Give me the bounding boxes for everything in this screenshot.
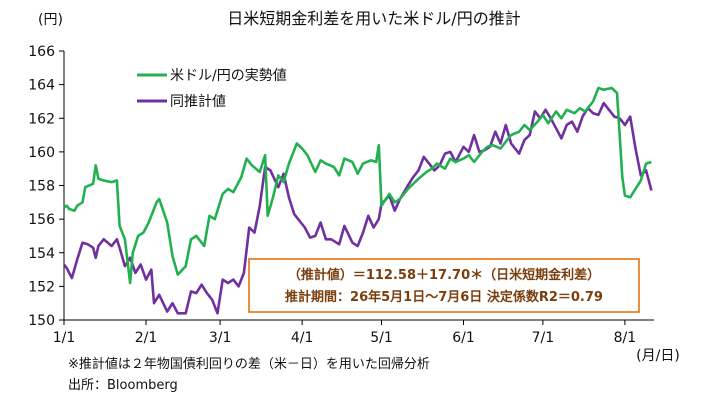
legend-label-actual: 米ドル/円の実勢値 (170, 68, 287, 84)
x-tick-label: 3/1 (209, 330, 232, 346)
x-tick-label: 5/1 (370, 330, 393, 346)
series-layer (62, 86, 653, 315)
series-line-estimate (62, 101, 653, 315)
x-tick-label: 8/1 (614, 330, 637, 346)
x-axis-ticks: 1/1 2/1 3/1 4/1 5/1 6/1 7/1 8/1 (53, 320, 636, 346)
x-tick-label: 1/1 (53, 330, 76, 346)
y-tick-label: 154 (28, 246, 55, 262)
y-tick-label: 162 (28, 111, 55, 127)
legend: 米ドル/円の実勢値 同推計値 (137, 68, 287, 110)
y-tick-label: 164 (28, 78, 55, 94)
y-tick-label: 152 (28, 279, 55, 295)
y-tick-label: 150 (28, 313, 55, 329)
y-tick-label: 160 (28, 145, 55, 161)
y-tick-label: 156 (28, 212, 55, 228)
annotation-period: 推計期間：26年5月1日～7月6日 決定係数R2＝0.79 (285, 289, 603, 305)
annotation-border (248, 258, 640, 313)
source-note: 出所：Bloomberg (68, 378, 178, 393)
x-tick-label: 6/1 (452, 330, 475, 346)
annotation-formula: （推計値）＝112.58＋17.70＊（日米短期金利差） (288, 267, 600, 283)
y-axis-unit-label: (円) (38, 12, 63, 28)
series-line-actual (63, 86, 652, 285)
x-tick-label: 2/1 (135, 330, 158, 346)
x-tick-label: 7/1 (532, 330, 555, 346)
y-tick-label: 158 (28, 179, 55, 195)
x-tick-label: 4/1 (291, 330, 314, 346)
x-axis-unit-label: (月/日) (636, 348, 680, 364)
y-tick-label: 166 (28, 44, 55, 60)
chart-title: 日米短期金利差を用いた米ドル/円の推計 (227, 9, 520, 28)
y-axis-ticks: 150 152 154 156 158 160 162 164 166 (28, 44, 64, 329)
footnote: ※推計値は２年物国債利回りの差（米－日）を用いた回帰分析 (68, 356, 430, 372)
regression-annotation: （推計値）＝112.58＋17.70＊（日米短期金利差） 推計期間：26年5月1… (248, 258, 640, 313)
legend-label-estimate: 同推計値 (170, 94, 226, 110)
